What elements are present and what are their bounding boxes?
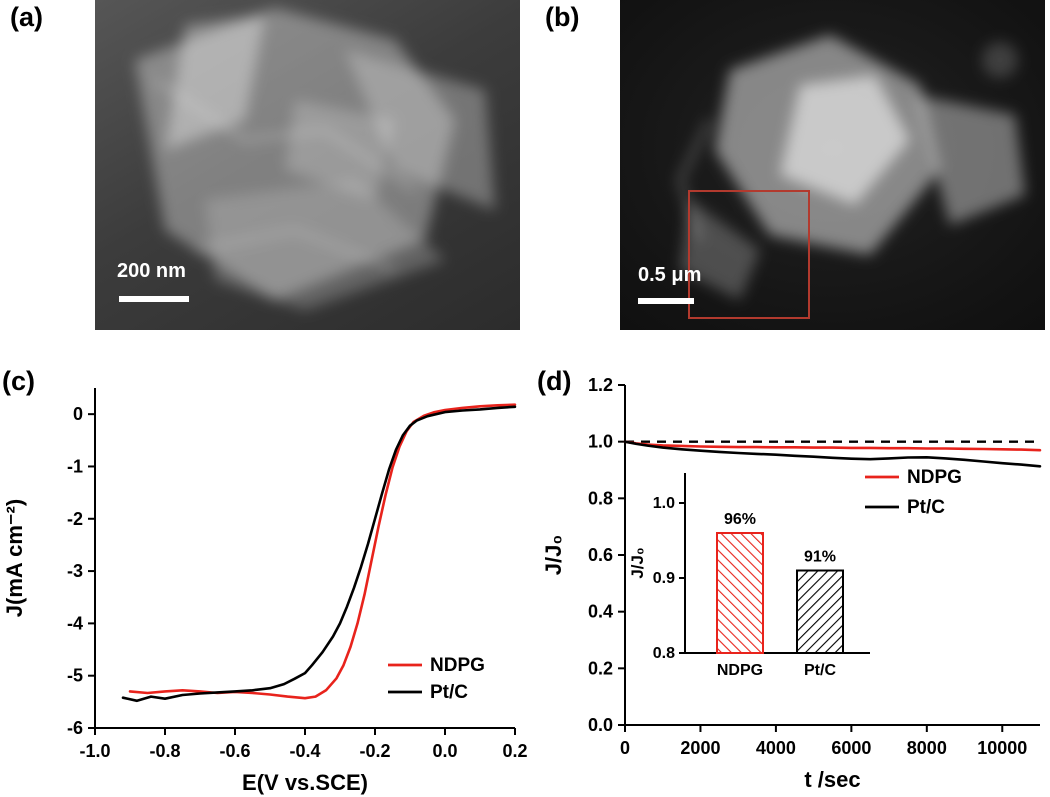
legend-label-NDPG: NDPG — [430, 655, 485, 676]
legend-label-Pt/C: Pt/C — [430, 682, 468, 703]
bar-category-Pt/C: Pt/C — [804, 662, 836, 679]
x-tick-label: -0.4 — [289, 741, 320, 761]
y-tick-label: 0.8 — [588, 488, 613, 508]
legend-label-NDPG: NDPG — [907, 467, 962, 488]
panel-a-label: (a) — [10, 2, 43, 32]
panel-b-label: (b) — [545, 2, 580, 32]
scale-bar-text-b: 0.5 μm — [638, 264, 702, 286]
x-tick-label: -1.0 — [79, 741, 110, 761]
sem-image-b: 0.5 μm — [620, 0, 1045, 330]
y-axis-title: J(mA cm⁻²) — [2, 499, 27, 617]
panel-c-label: (c) — [2, 366, 35, 396]
x-axis-title: t /sec — [804, 767, 860, 792]
x-axis-title: E(V vs.SCE) — [242, 770, 368, 795]
x-tick-label: -0.6 — [219, 741, 250, 761]
x-tick-label: 0.0 — [432, 741, 457, 761]
lsv-chart: -1.0 -0.8 -0.6 -0.4 -0.2 0.0 0.2 0 -1 -2 -3 -4 -5 -6 N… — [2, 388, 528, 795]
inset-y-tick-label: 1.0 — [653, 495, 675, 512]
scale-bar-a — [119, 296, 189, 302]
bar-value-Pt/C: 91% — [804, 549, 836, 566]
series-Pt/C — [121, 405, 517, 703]
sem-texture-b — [678, 35, 1025, 300]
y-tick-label: -3 — [67, 561, 83, 581]
y-tick-label: -6 — [67, 718, 83, 738]
bar-NDPG — [716, 532, 764, 654]
sem-texture-a — [135, 8, 495, 310]
y-axis-title: J/J₀ — [541, 535, 566, 576]
inset-y-tick-label: 0.8 — [653, 645, 675, 662]
y-tick-label: 0.0 — [588, 715, 613, 735]
series-NDPG — [623, 440, 1042, 452]
x-tick-label: -0.8 — [149, 741, 180, 761]
bar-Pt/C — [796, 569, 844, 654]
sem-image-a: 200 nm — [95, 0, 520, 330]
y-tick-label: 0.2 — [588, 658, 613, 678]
x-tick-label: -0.2 — [359, 741, 390, 761]
x-tick-label: 10000 — [977, 738, 1027, 758]
x-tick-label: 0.2 — [502, 741, 527, 761]
x-tick-label: 0 — [620, 738, 630, 758]
panel-d-label: (d) — [537, 366, 572, 396]
series-Pt/C — [623, 440, 1042, 468]
y-tick-label: -1 — [67, 456, 83, 476]
bar-value-NDPG: 96% — [724, 511, 756, 528]
bar-category-NDPG: NDPG — [717, 662, 763, 679]
x-tick-label: 8000 — [907, 738, 947, 758]
y-tick-label: 0.4 — [588, 602, 613, 622]
inset-y-tick-label: 0.9 — [653, 570, 675, 587]
scale-bar-text-a: 200 nm — [117, 260, 186, 282]
y-tick-label: -4 — [67, 613, 83, 633]
y-tick-label: 1.2 — [588, 375, 613, 395]
y-tick-label: 0.6 — [588, 545, 613, 565]
x-tick-label: 6000 — [831, 738, 871, 758]
y-tick-label: 1.0 — [588, 432, 613, 452]
x-tick-label: 4000 — [756, 738, 796, 758]
inset-y-axis-title: J/J₀ — [628, 547, 647, 578]
y-tick-label: -2 — [67, 509, 83, 529]
y-tick-label: 0 — [73, 404, 83, 424]
x-tick-label: 2000 — [680, 738, 720, 758]
legend-label-Pt/C: Pt/C — [907, 497, 945, 518]
stability-chart: 0 2000 4000 6000 8000 10000 0.0 0.2 0.4 0.6 0.8 1.0… — [541, 375, 1042, 792]
y-tick-label: -5 — [67, 666, 83, 686]
scale-bar-b — [638, 298, 694, 304]
roi-box — [688, 190, 810, 319]
